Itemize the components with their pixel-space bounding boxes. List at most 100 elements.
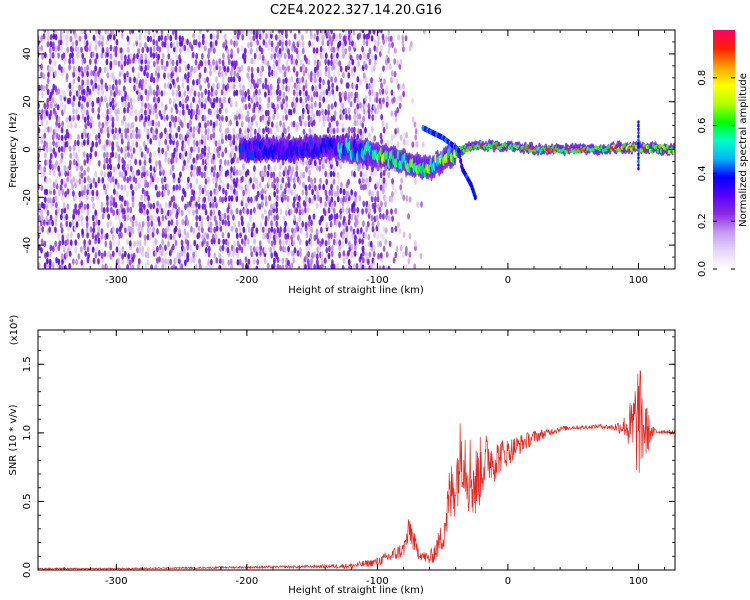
spectrogram-cell: [172, 152, 176, 159]
spectrogram-cell: [198, 41, 201, 48]
spectrogram-cell: [402, 83, 405, 90]
spectrogram-cell: [269, 127, 273, 135]
spectrogram-cell: [349, 100, 353, 108]
spectrogram-cell: [377, 34, 381, 42]
spectrogram-cell: [260, 201, 264, 208]
spectrogram-cell: [177, 116, 181, 123]
spectrogram-cell: [97, 237, 101, 244]
spectrogram-cell: [235, 227, 238, 234]
spectrogram-cell: [323, 257, 327, 264]
spectrogram-cell: [390, 196, 394, 203]
spectrogram-cell: [97, 249, 101, 257]
spectrogram-cell: [367, 203, 371, 210]
spectrogram-cell: [155, 215, 158, 223]
spectrogram-cell: [80, 206, 84, 214]
spectrogram-cell: [81, 79, 85, 86]
spectrogram-cell: [279, 163, 282, 170]
spectrogram-cell: [385, 35, 388, 42]
spectrogram-cell: [40, 119, 44, 126]
spectrogram-cell: [164, 156, 167, 164]
spectrogram-cell: [394, 115, 398, 123]
spectrogram-cell: [324, 52, 328, 59]
spectrogram-cell: [413, 263, 417, 269]
spectrogram-cell: [336, 172, 340, 179]
spectrogram-cell: [178, 100, 182, 108]
spectrogram-cell: [41, 226, 45, 233]
spectrogram-cell: [293, 196, 296, 203]
spectrogram-cell: [112, 209, 115, 216]
spectrogram-cell: [103, 66, 107, 73]
colorbar: 0.00.20.40.60.8 Normalized spectral ampl…: [697, 30, 749, 277]
spectrogram-cell: [221, 137, 224, 145]
spectrogram-cell: [47, 126, 50, 133]
spectrogram-cell: [206, 233, 210, 240]
spectrogram-cell: [131, 195, 135, 203]
spectrogram-cell: [128, 30, 132, 35]
spectrogram-cell: [163, 89, 166, 96]
spectrogram-cell: [235, 169, 239, 176]
spectrogram-cell: [114, 127, 118, 134]
spectrogram-cell: [187, 63, 190, 71]
spectrogram-cell: [293, 190, 297, 197]
spectrogram-cell: [315, 233, 319, 240]
spectrogram-cell: [131, 227, 135, 235]
spectrogram-cell: [157, 35, 161, 42]
spectrogram-cell: [229, 119, 232, 126]
spectrogram-cell: [390, 226, 394, 234]
spectrogram-cell: [316, 76, 320, 83]
spectrogram-cell: [186, 76, 190, 84]
spectrogram-cell: [60, 152, 64, 159]
spectrogram-cell: [131, 189, 135, 197]
spectrogram-cell: [309, 116, 313, 123]
spectrogram-cell: [54, 215, 58, 222]
spectrogram-cell: [54, 209, 58, 216]
spectrogram-cell: [329, 232, 333, 239]
spectrogram-cell: [167, 209, 170, 217]
spectrogram-cell: [402, 45, 405, 53]
spectrogram-cell: [92, 202, 95, 210]
spectrogram-cell: [187, 163, 191, 171]
spectrogram-cell: [49, 34, 53, 41]
spectrogram-x-tick-label: 0: [505, 275, 511, 286]
spectrogram-cell: [391, 41, 394, 49]
spectrogram-cell: [172, 195, 176, 202]
spectrogram-cell: [144, 88, 148, 96]
spectrogram-cell: [240, 238, 244, 245]
spectrogram-cell: [272, 113, 276, 121]
spectrogram-cell: [293, 102, 297, 109]
spectrogram-cell: [314, 77, 317, 84]
spectrogram-cell: [341, 47, 345, 54]
spectrogram-cell: [146, 46, 149, 53]
spectrogram-cell: [246, 110, 250, 117]
spectrogram-cell: [75, 39, 79, 47]
spectrogram-cell: [198, 72, 202, 79]
spectrogram-cell: [88, 239, 92, 246]
spectrogram-cell: [350, 251, 354, 259]
spectrogram-cell: [292, 120, 296, 128]
spectrogram-cell: [181, 45, 184, 52]
spectrogram-cell: [305, 231, 309, 239]
spectrogram-cell: [362, 51, 366, 59]
spectrogram-cell: [48, 169, 52, 176]
spectrogram-cell: [353, 171, 356, 178]
spectrogram-cell: [325, 178, 329, 186]
spectrogram-cell: [281, 257, 285, 265]
spectrogram-cell: [283, 127, 287, 135]
spectrogram-cell: [267, 178, 271, 185]
spectrogram-cell: [168, 98, 172, 105]
spectrogram-cell: [187, 108, 191, 116]
spectrogram-cell: [65, 34, 69, 41]
spectrogram-cell: [146, 108, 150, 115]
spectrogram-cell: [261, 170, 264, 177]
spectrogram-cell: [126, 46, 130, 54]
spectrogram-cell: [325, 88, 329, 96]
spectrogram-cell: [359, 30, 363, 33]
spectrogram-cell: [65, 73, 69, 80]
spectrogram-cell: [224, 147, 228, 154]
spectrogram-cell: [263, 208, 267, 215]
spectrogram-cell: [183, 259, 187, 266]
spectrogram-cell: [307, 244, 311, 251]
spectrogram-cell: [72, 158, 76, 166]
spectrogram-cell: [207, 52, 210, 60]
spectrogram-cell: [339, 213, 343, 220]
